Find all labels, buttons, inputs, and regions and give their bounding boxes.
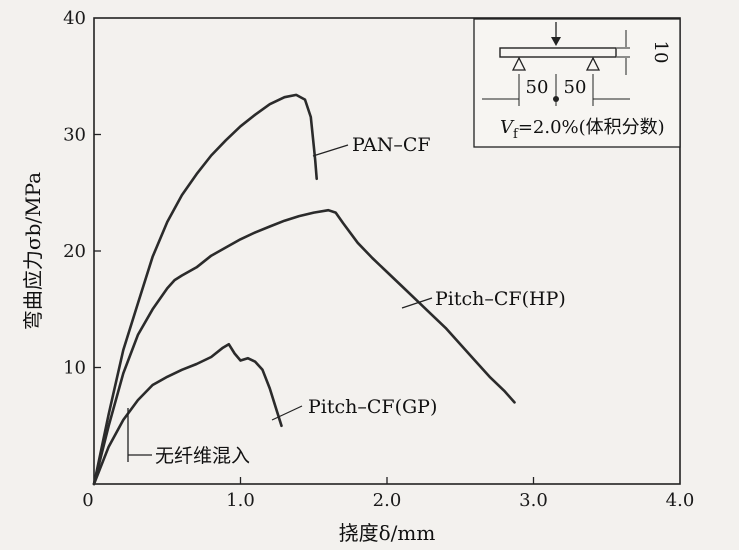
series-label-pitch-cf-gp: Pitch–CF(GP) xyxy=(308,396,437,418)
support-left xyxy=(511,56,527,71)
specimen-inset: 10 50 50 Vf=2.0%(体积分数) xyxy=(473,18,681,148)
x-tick-label: 1.0 xyxy=(226,490,255,511)
y-tick-label: 30 xyxy=(63,125,86,146)
dim-height-label: 10 xyxy=(650,41,671,64)
series-layer xyxy=(92,93,516,486)
support-right xyxy=(585,56,601,71)
y-tick-label: 20 xyxy=(63,241,86,262)
series-line-pan-cf xyxy=(92,93,318,486)
fiber-volume-fraction: Vf=2.0%(体积分数) xyxy=(500,117,665,142)
load-arrow-head xyxy=(551,37,561,46)
y-tick-label: 10 xyxy=(63,358,86,379)
span-left-label: 50 xyxy=(526,77,549,98)
leader-pitch-cf-hp xyxy=(401,297,433,309)
series-label-pan-cf: PAN–CF xyxy=(352,134,431,156)
leader-pan-cf xyxy=(312,144,349,157)
annotation-no-fiber: 无纤维混入 xyxy=(155,445,250,467)
x-tick-label: 3.0 xyxy=(519,490,548,511)
series-label-pitch-cf-hp: Pitch–CF(HP) xyxy=(435,288,566,310)
span-center-dot xyxy=(553,96,559,102)
span-right-label: 50 xyxy=(564,77,587,98)
x-tick-label: 2.0 xyxy=(373,490,402,511)
beam xyxy=(499,47,617,58)
x-tick-label: 4.0 xyxy=(666,490,695,511)
inset-frame xyxy=(473,18,681,148)
series-line-pitch-cf-hp xyxy=(92,208,516,486)
y-axis-title: 弯曲应力σb/MPa xyxy=(21,172,45,330)
x-axis-title: 挠度δ/mm xyxy=(339,521,436,545)
series-line-pitch-cf-gp xyxy=(92,342,283,486)
leader-pitch-cf-gp xyxy=(271,405,303,421)
x-tick-label: 0 xyxy=(82,490,93,511)
axis-ticks: 0 1.0 2.0 3.0 4.0 10 20 30 40 xyxy=(63,8,694,511)
y-tick-label: 40 xyxy=(63,8,86,29)
